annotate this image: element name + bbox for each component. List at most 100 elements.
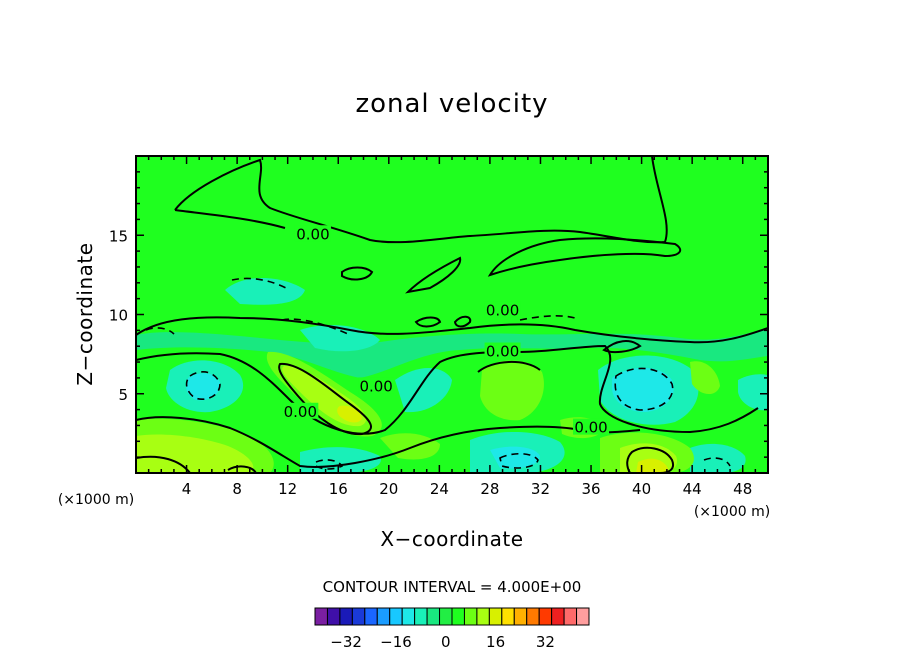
chart-title: zonal velocity — [355, 89, 548, 119]
colorbar-swatch — [451, 607, 465, 626]
colorbar-tick-label: 0 — [441, 633, 451, 651]
zero-contour-line — [602, 340, 642, 354]
colorbar-swatch — [426, 607, 441, 626]
contour-fill-negative — [225, 277, 305, 305]
contour-label-background — [282, 402, 319, 419]
colorbar-swatch — [326, 607, 341, 626]
colorbar-swatch — [364, 607, 378, 626]
colorbar-tick-labels: −32 −16 0 16 32 — [330, 633, 555, 651]
colorbar-tick-label: −32 — [330, 633, 362, 651]
colorbar-swatch — [551, 607, 565, 626]
x-tick-label: 24 — [430, 480, 449, 498]
colorbar — [314, 607, 590, 626]
zero-contour-line — [136, 344, 759, 435]
colorbar-swatch — [563, 607, 578, 626]
contour-label: 0.00 — [486, 343, 519, 361]
contour-label-background — [573, 418, 610, 435]
contour-label: 0.00 — [359, 377, 392, 395]
contour-fill-negative — [612, 367, 674, 412]
x-tick-label: 16 — [329, 480, 348, 498]
contour-label: 0.00 — [574, 419, 607, 437]
x-tick-label: 12 — [278, 480, 297, 498]
colorbar-swatch — [376, 607, 391, 626]
colorbar-tick-label: −16 — [380, 633, 412, 651]
contour-fill-negative — [490, 446, 540, 469]
colorbar-tick-label: 32 — [536, 633, 555, 651]
negative-contour-line — [614, 367, 674, 411]
negative-contour-line — [519, 315, 576, 321]
contour-fill-positive — [690, 361, 720, 395]
colorbar-swatch — [526, 607, 540, 626]
x-tick-label: 40 — [632, 480, 651, 498]
contour-labels: 0.00 0.00 0.00 0.00 0.00 0.00 — [282, 225, 610, 437]
x-tick-label: 4 — [182, 480, 192, 498]
zero-contour-line — [405, 256, 462, 294]
zero-contour-line — [341, 266, 374, 281]
axis-ticks — [136, 156, 768, 473]
y-tick-label: 10 — [109, 307, 128, 325]
contour-fill-positive — [480, 360, 544, 421]
negative-contour-line — [281, 318, 349, 335]
contour-fill-positive — [136, 434, 254, 473]
contour-label: 0.00 — [296, 225, 329, 243]
x-tick-label: 8 — [232, 480, 242, 498]
negative-contours — [145, 277, 731, 470]
colorbar-swatch — [401, 607, 416, 626]
colorbar-swatch — [314, 607, 328, 626]
zero-contour-line — [227, 465, 257, 473]
negative-contour-line — [499, 452, 539, 469]
colorbar-tick-label: 16 — [486, 633, 505, 651]
plot-area — [136, 156, 768, 473]
colorbar-swatch — [513, 607, 528, 626]
colorbar-swatch — [389, 607, 403, 626]
colorbar-swatch — [351, 607, 366, 626]
y-tick-label: 5 — [118, 386, 128, 404]
y-tick-label: 15 — [109, 227, 128, 245]
contour-label-background — [294, 225, 331, 242]
contour-label-background — [358, 377, 395, 394]
contour-fill-negative — [186, 373, 221, 401]
colorbar-swatch — [476, 607, 490, 626]
contour-label: 0.00 — [486, 301, 519, 319]
zero-contour-line — [174, 209, 286, 229]
contour-fill-positive — [636, 458, 668, 473]
negative-contour-line — [145, 327, 175, 335]
zero-contour-line — [414, 316, 442, 328]
contour-label-background — [484, 301, 521, 318]
colorbar-swatch — [576, 607, 590, 626]
x-tick-label: 36 — [581, 480, 600, 498]
x-tick-label: 48 — [733, 480, 752, 498]
colorbar-swatch — [501, 607, 515, 626]
x-tick-label: 20 — [379, 480, 398, 498]
colorbar-swatch — [339, 607, 353, 626]
x-left-unit-label: (×1000 m) — [58, 492, 134, 508]
colorbar-swatch — [538, 607, 553, 626]
colorbar-swatch — [488, 607, 503, 626]
negative-contour-line — [231, 277, 287, 289]
colorbar-swatch — [463, 607, 478, 626]
x-tick-label: 28 — [480, 480, 499, 498]
x-tick-label: 32 — [531, 480, 550, 498]
zero-contour-line — [487, 237, 682, 277]
x-axis-label: X−coordinate — [380, 527, 523, 551]
contour-label-background — [484, 342, 521, 359]
contour-fill-positive — [337, 405, 362, 423]
colorbar-swatch — [439, 607, 453, 626]
colorbar-swatch — [414, 607, 428, 626]
negative-contour-line — [185, 371, 221, 400]
contour-fill-negative — [738, 374, 768, 411]
zero-contour-line — [626, 446, 674, 473]
zero-contour-line — [453, 315, 472, 328]
x-tick-label: 44 — [683, 480, 702, 498]
x-right-unit-label: (×1000 m) — [694, 504, 770, 520]
zero-contour-line — [278, 362, 373, 436]
contour-interval-text: CONTOUR INTERVAL = 4.000E+00 — [323, 578, 582, 596]
contour-label: 0.00 — [284, 403, 317, 421]
negative-contour-line — [703, 457, 731, 467]
negative-contour-line — [315, 459, 344, 470]
zero-contour-line — [136, 316, 768, 344]
zero-contour-line — [477, 360, 541, 373]
